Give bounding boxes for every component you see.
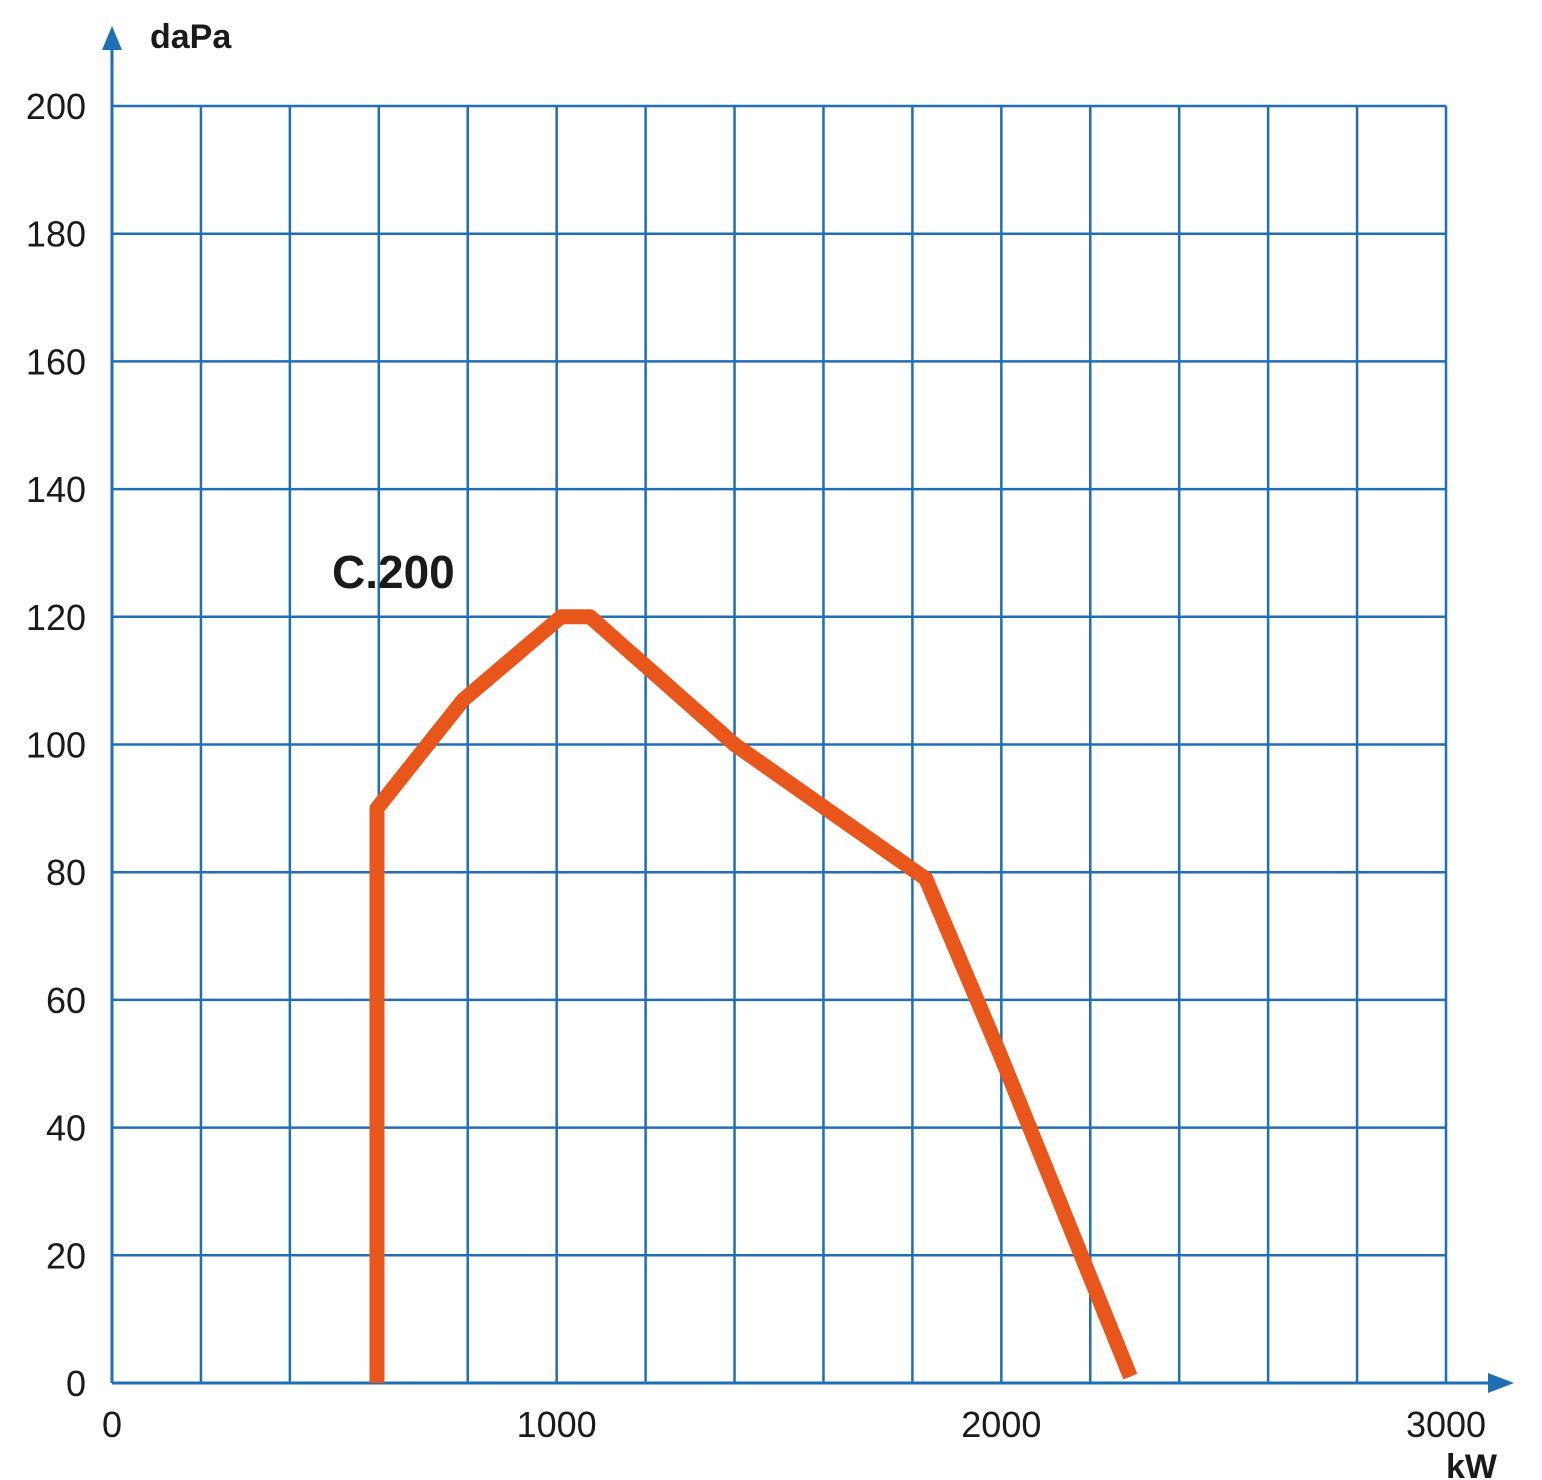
grid <box>110 104 1448 1385</box>
y-tick-label: 100 <box>26 725 86 766</box>
y-tick-label: 120 <box>26 597 86 638</box>
y-tick-label: 160 <box>26 341 86 382</box>
series <box>369 609 1138 1384</box>
series-point <box>462 699 464 701</box>
series-point <box>560 616 562 618</box>
y-tick-label: 0 <box>66 1363 86 1404</box>
series-label-c200: C.200 <box>332 546 455 598</box>
y-tick-label: 60 <box>46 980 86 1021</box>
x-tick-label: 3000 <box>1406 1404 1486 1445</box>
x-axis-arrow-icon <box>1488 1373 1514 1393</box>
y-axis-arrow-icon <box>102 26 122 50</box>
x-tick-label: 0 <box>102 1404 122 1445</box>
y-axis-unit-label: daPa <box>150 18 232 56</box>
y-tick-label: 20 <box>46 1235 86 1276</box>
series-point <box>376 1382 378 1384</box>
y-tick-label: 200 <box>26 86 86 127</box>
series-point <box>1129 1376 1131 1378</box>
y-tick-label: 40 <box>46 1108 86 1149</box>
x-tick-label: 2000 <box>961 1404 1041 1445</box>
series-point <box>376 807 378 809</box>
series-point <box>1000 1056 1002 1058</box>
y-tick-label: 140 <box>26 469 86 510</box>
x-axis-unit-label: kW <box>1446 1448 1498 1480</box>
axes <box>102 26 1514 1393</box>
series-point <box>734 744 736 745</box>
y-tick-label: 180 <box>26 214 86 255</box>
x-tick-label: 1000 <box>517 1404 597 1445</box>
series-point <box>925 878 927 880</box>
y-tick-label: 80 <box>46 852 86 893</box>
series-point <box>589 616 591 618</box>
